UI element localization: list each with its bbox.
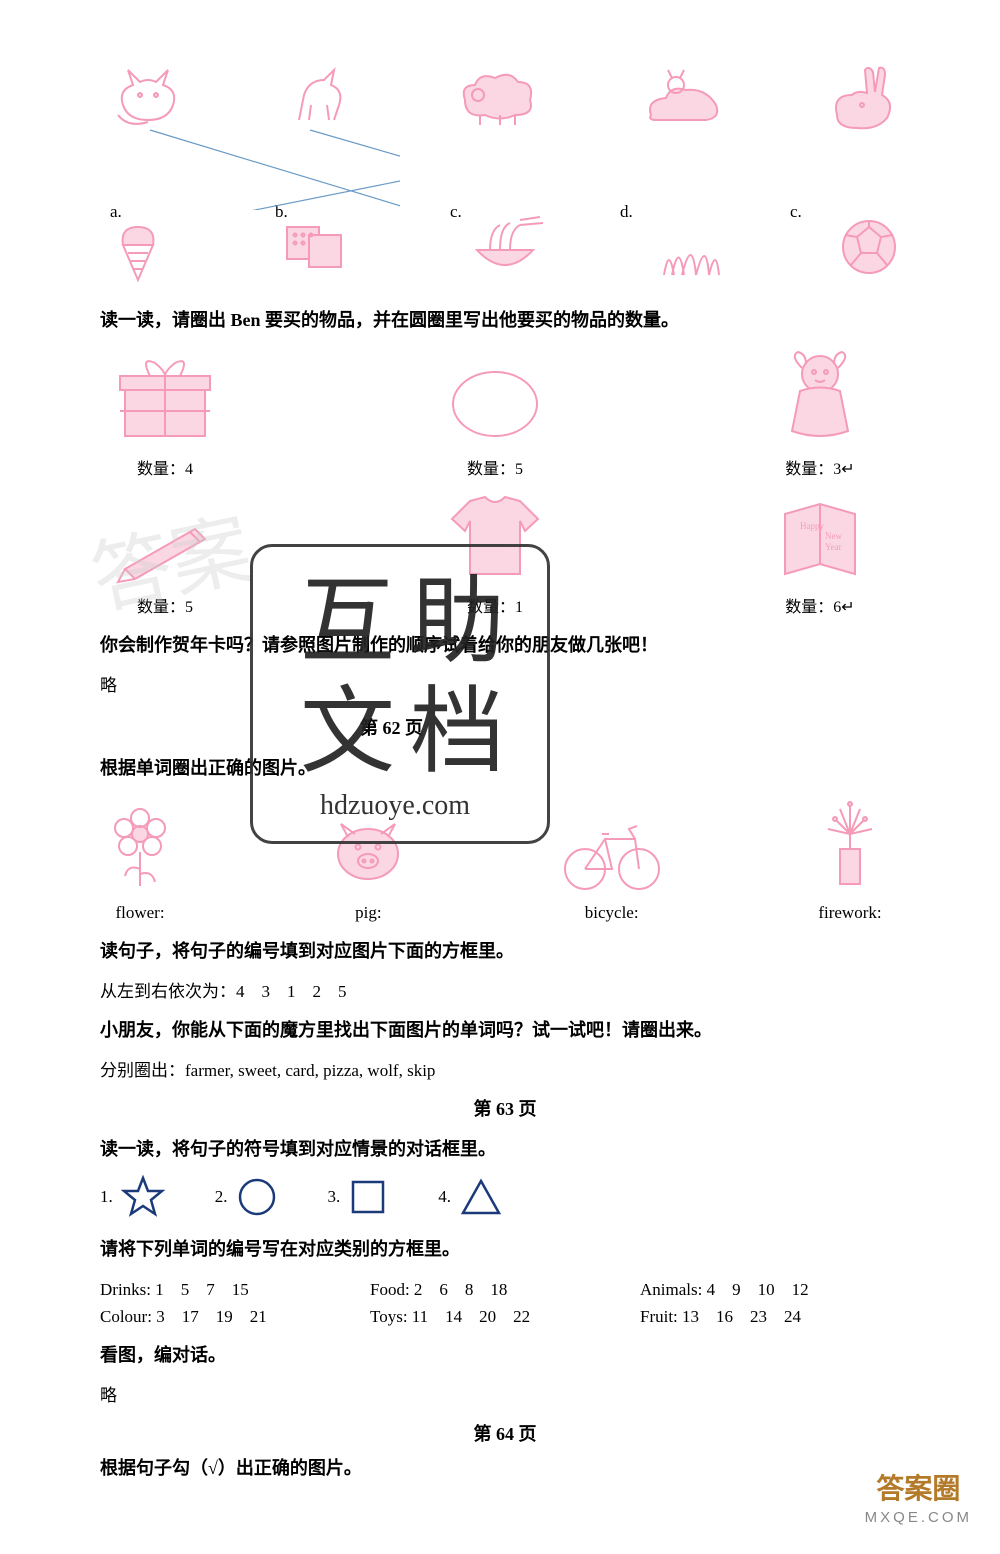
item-tshirt: 数量：1 — [440, 489, 550, 617]
answer-dialog: 略 — [100, 1381, 910, 1406]
answer-cube: 分别圈出：farmer, sweet, card, pizza, wolf, s… — [100, 1056, 910, 1081]
shape-star: 1. — [100, 1175, 165, 1219]
qty-gift: 数量：4 — [110, 455, 220, 479]
bicycle-icon — [557, 814, 667, 899]
grass-icon — [654, 215, 729, 290]
qty-card: 数量：6↵ — [770, 593, 870, 617]
item-card: HappyNewYear 数量：6↵ — [770, 494, 870, 617]
prompt-tick: 根据句子勾（√）出正确的图片。 — [100, 1454, 910, 1480]
svg-text:Happy: Happy — [800, 521, 824, 531]
gift-icon — [110, 351, 220, 451]
qty-pencil: 数量：5 — [110, 593, 220, 617]
matching-exercise: a. b. c. d. c. — [100, 60, 910, 290]
category-row-2: Colour: 3 17 19 21 Toys: 11 14 20 22 Fru… — [100, 1302, 910, 1327]
word-firework: firework: — [810, 794, 890, 923]
triangle-icon — [459, 1177, 503, 1217]
sheep-icon — [450, 60, 545, 140]
prompt-dialog: 看图，编对话。 — [100, 1341, 910, 1367]
item-pencil: 数量：5 — [110, 514, 220, 617]
category-row-1: Drinks: 1 5 7 15 Food: 2 6 8 18 Animals:… — [100, 1275, 910, 1300]
svg-text:Year: Year — [825, 542, 842, 552]
crackers-icon — [277, 215, 357, 290]
item-egg: 数量：5 — [440, 356, 550, 479]
matching-lines — [100, 60, 400, 210]
prompt-circle-ben: 读一读，请圈出 Ben 要买的物品，并在圆圈里写出他要买的物品的数量。 — [100, 306, 910, 332]
circle-icon — [236, 1176, 278, 1218]
qty-egg: 数量：5 — [440, 455, 550, 479]
answer-sentence-box: 从左到右依次为：4 3 1 2 5 — [100, 977, 910, 1002]
shape-circle: 2. — [215, 1176, 278, 1218]
word-bicycle: bicycle: — [557, 814, 667, 923]
page-62-label: 第 62 页 — [100, 714, 910, 740]
square-icon — [348, 1177, 388, 1217]
prompt-cube: 小朋友，你能从下面的魔方里找出下面图片的单词吗？试一试吧！请圈出来。 — [100, 1016, 910, 1042]
doll-icon — [770, 346, 870, 451]
svg-text:New: New — [825, 531, 842, 541]
shape-triangle: 4. — [438, 1177, 503, 1217]
prompt-make-card: 你会制作贺年卡吗？请参照图片制作的顺序试着给你的朋友做几张吧！ — [100, 631, 910, 657]
page-63-label: 第 63 页 — [100, 1095, 910, 1121]
shape-square: 3. — [328, 1177, 389, 1217]
word-flower: flower: — [100, 804, 180, 923]
star-icon — [121, 1175, 165, 1219]
qty-tshirt: 数量：1 — [440, 593, 550, 617]
firework-icon — [810, 794, 890, 899]
egg-icon — [440, 356, 550, 451]
prompt-words: 根据单词圈出正确的图片。 — [100, 754, 910, 780]
tshirt-icon — [440, 489, 550, 589]
rabbit-icon — [817, 60, 902, 140]
football-icon — [837, 215, 902, 290]
page-64-label: 第 64 页 — [100, 1420, 910, 1446]
prompt-categories: 请将下列单词的编号写在对应类别的方框里。 — [100, 1235, 910, 1261]
pig-icon — [323, 809, 413, 899]
flower-icon — [100, 804, 180, 899]
item-doll: 数量：3↵ — [770, 346, 870, 479]
noodles-icon — [465, 215, 545, 290]
word-pig: pig: — [323, 809, 413, 923]
answer-make-card: 略 — [100, 671, 910, 696]
mouse-shoe-icon — [636, 60, 726, 140]
prompt-sentence-box: 读句子，将句子的编号填到对应图片下面的方框里。 — [100, 937, 910, 963]
card-icon: HappyNewYear — [770, 494, 870, 589]
pencil-icon — [110, 514, 220, 589]
qty-doll: 数量：3↵ — [770, 455, 870, 479]
item-gift: 数量：4 — [110, 351, 220, 479]
icecream-icon — [108, 215, 168, 290]
prompt-shapes: 读一读，将句子的符号填到对应情景的对话框里。 — [100, 1135, 910, 1161]
